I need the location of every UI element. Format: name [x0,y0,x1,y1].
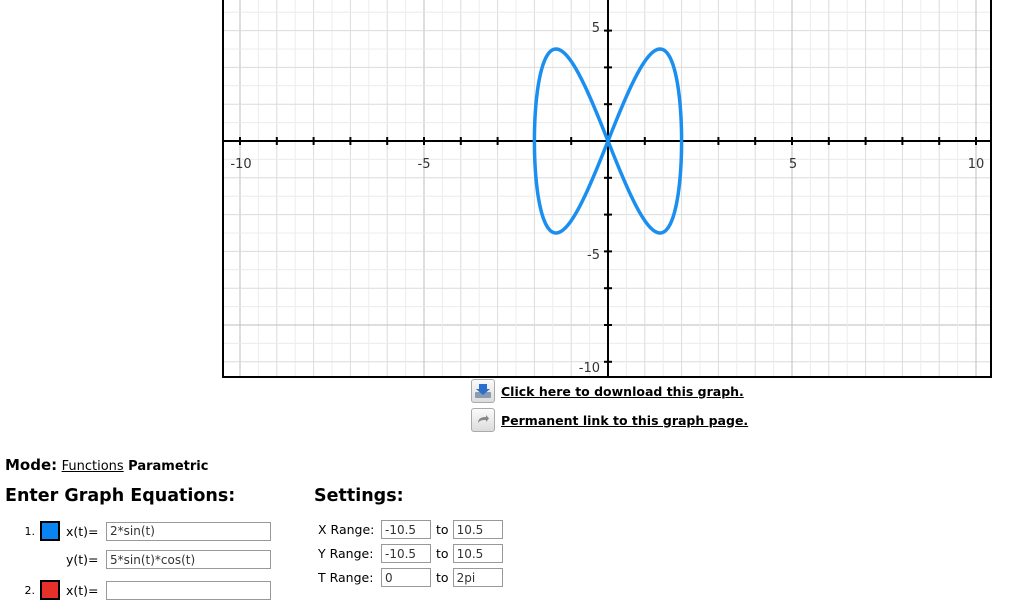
download-row: Click here to download this graph. [471,379,744,403]
equations-heading: Enter Graph Equations: [5,486,236,506]
download-graph-link[interactable]: Click here to download this graph. [501,383,744,399]
t-range-row: T Range: to [318,568,503,587]
mode-selector: Mode: Functions Parametric [5,456,208,474]
x-range-min-input[interactable] [381,520,431,539]
t-range-label: T Range: [318,570,374,585]
permanent-link[interactable]: Permanent link to this graph page. [501,412,749,428]
x-range-label: X Range: [318,522,375,537]
to-label: to [436,570,449,585]
x-tick-label: 5 [789,157,797,172]
equation-row-1-x: 1. x(t)= [5,521,271,541]
x-equation-input[interactable] [106,580,271,600]
equation-number: 1. [24,524,36,538]
x-tick-label: -10 [230,157,251,172]
y-range-min-input[interactable] [381,544,431,563]
y-range-label: Y Range: [318,546,374,561]
y-label: y(t)= [66,552,99,567]
equation-number: 2. [24,583,36,597]
x-equation-input[interactable] [106,521,271,541]
axis-ticks [239,29,977,363]
x-tick-label: -5 [418,157,431,172]
graph-canvas: -10 -5 5 10 5 -5 -10 [222,0,992,378]
equation-row-1-y: y(t)= [5,550,271,569]
axes [223,0,991,377]
x-tick-label: 10 [968,157,985,172]
y-tick-label: -5 [587,248,600,263]
y-range-max-input[interactable] [452,544,503,563]
y-equation-input[interactable] [106,550,271,569]
settings-heading: Settings: [314,486,404,506]
y-tick-label: -10 [579,361,600,376]
x-range-max-input[interactable] [452,520,503,539]
graph-border [222,0,992,378]
tick-labels: -10 -5 5 10 5 -5 -10 [230,21,984,376]
mode-current: Parametric [128,459,209,474]
t-range-max-input[interactable] [452,568,503,587]
equation-row-2-x: 2. x(t)= [5,580,271,600]
mode-label: Mode: [5,456,58,474]
y-range-row: Y Range: to [318,544,503,563]
y-tick-label: 5 [592,21,600,36]
to-label: to [436,522,449,537]
x-label: x(t)= [66,523,99,539]
x-label: x(t)= [66,582,99,598]
x-range-row: X Range: to [318,520,503,539]
mode-functions-link[interactable]: Functions [61,459,124,474]
download-icon[interactable] [471,379,495,403]
link-icon[interactable] [471,408,495,432]
to-label: to [436,546,449,561]
color-swatch[interactable] [40,580,60,600]
permalink-row: Permanent link to this graph page. [471,408,748,432]
t-range-min-input[interactable] [381,568,431,587]
parametric-curve [532,47,684,235]
color-swatch[interactable] [40,521,60,541]
